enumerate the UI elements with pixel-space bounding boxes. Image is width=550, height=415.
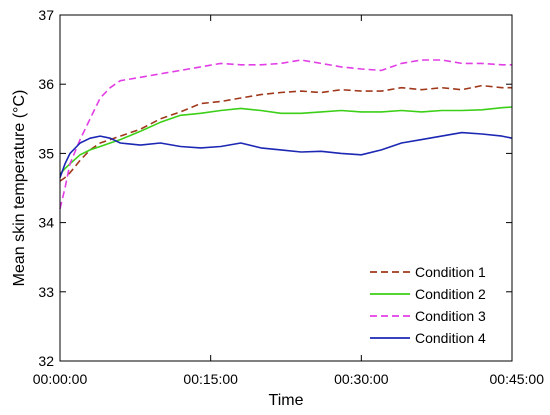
x-tick-label: 00:15:00 <box>183 371 238 387</box>
legend-label-condition-3: Condition 3 <box>415 308 486 324</box>
y-axis: 32 33 34 35 36 37 <box>38 7 512 369</box>
x-axis: 00:00:00 00:15:00 00:30:00 00:45:00 <box>33 15 544 387</box>
x-tick-label: 00:30:00 <box>334 371 389 387</box>
series-line-condition-1 <box>59 84 512 182</box>
series-line-condition-3 <box>59 59 512 209</box>
series-layer <box>59 59 513 209</box>
x-axis-title: Time <box>269 392 304 409</box>
y-tick-label: 36 <box>38 76 54 92</box>
legend: Condition 1 Condition 2 Condition 3 Conditi… <box>370 264 486 346</box>
plot-area <box>60 15 512 361</box>
y-axis-title: Mean skin temperature (°C) <box>11 90 28 287</box>
y-tick-label: 37 <box>38 7 54 23</box>
plot-frame <box>59 14 513 362</box>
x-tick-label: 00:45:00 <box>490 371 545 387</box>
legend-label-condition-1: Condition 1 <box>415 264 486 280</box>
series-line-condition-2 <box>59 106 513 175</box>
y-tick-label: 35 <box>38 145 54 161</box>
y-tick-label: 34 <box>38 215 54 231</box>
x-tick-label: 00:00:00 <box>33 371 88 387</box>
legend-label-condition-2: Condition 2 <box>415 286 486 302</box>
legend-label-condition-4: Condition 4 <box>415 330 486 346</box>
y-tick-label: 33 <box>38 284 54 300</box>
y-tick-label: 32 <box>38 353 54 369</box>
series-line-condition-4 <box>59 131 513 178</box>
